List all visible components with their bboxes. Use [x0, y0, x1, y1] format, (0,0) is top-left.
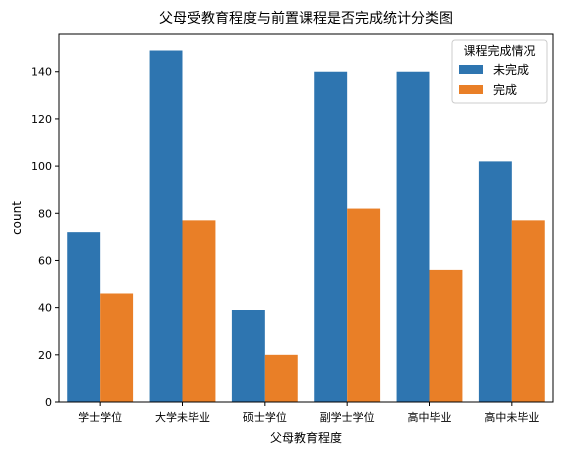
y-tick-label-1: 20: [38, 349, 52, 362]
bar-incomplete-5: [478, 161, 512, 402]
y-axis-label: count: [10, 201, 24, 235]
bar-incomplete-0: [67, 232, 101, 402]
x-tick-label-3: 副学士学位: [320, 410, 375, 424]
chart-title: 父母受教育程度与前置课程是否完成统计分类图: [159, 10, 453, 27]
bar-complete-4: [429, 269, 463, 402]
legend-label-0: 未完成: [493, 62, 529, 77]
bar-complete-2: [264, 354, 298, 402]
bar-incomplete-2: [231, 310, 265, 402]
bar-incomplete-1: [149, 50, 183, 402]
bar-complete-1: [182, 220, 216, 402]
x-axis-label: 父母教育程度: [270, 430, 342, 445]
y-tick-label-3: 60: [38, 254, 52, 267]
x-tick-label-4: 高中毕业: [408, 410, 452, 424]
plot-frame: [58, 33, 554, 403]
x-tick-label-2: 硕士学位: [243, 410, 287, 424]
legend-swatch-1: [459, 85, 483, 94]
y-tick-label-0: 0: [45, 396, 52, 409]
y-tick-label-4: 80: [38, 207, 52, 220]
plot-area: 0 20 40 60 80 100 120 140 学士学位 大学未毕业 硕士学位 副学士学位 高中毕业…: [31, 33, 554, 424]
bar-complete-3: [347, 208, 381, 402]
bar-incomplete-3: [314, 71, 348, 403]
bar-complete-5: [511, 220, 545, 402]
y-tick-label-5: 100: [31, 160, 52, 173]
bar-complete-0: [100, 293, 134, 402]
bar-incomplete-4: [396, 71, 430, 403]
legend-title: 课程完成情况: [463, 43, 535, 58]
y-tick-label-6: 120: [31, 113, 52, 126]
legend-swatch-0: [459, 65, 483, 74]
x-tick-label-5: 高中未毕业: [484, 410, 539, 424]
x-tick-label-0: 学士学位: [78, 410, 122, 424]
y-tick-label-2: 40: [38, 302, 52, 315]
y-tick-label-7: 140: [31, 66, 52, 79]
x-tick-label-1: 大学未毕业: [155, 410, 210, 424]
legend-label-1: 完成: [493, 82, 517, 97]
